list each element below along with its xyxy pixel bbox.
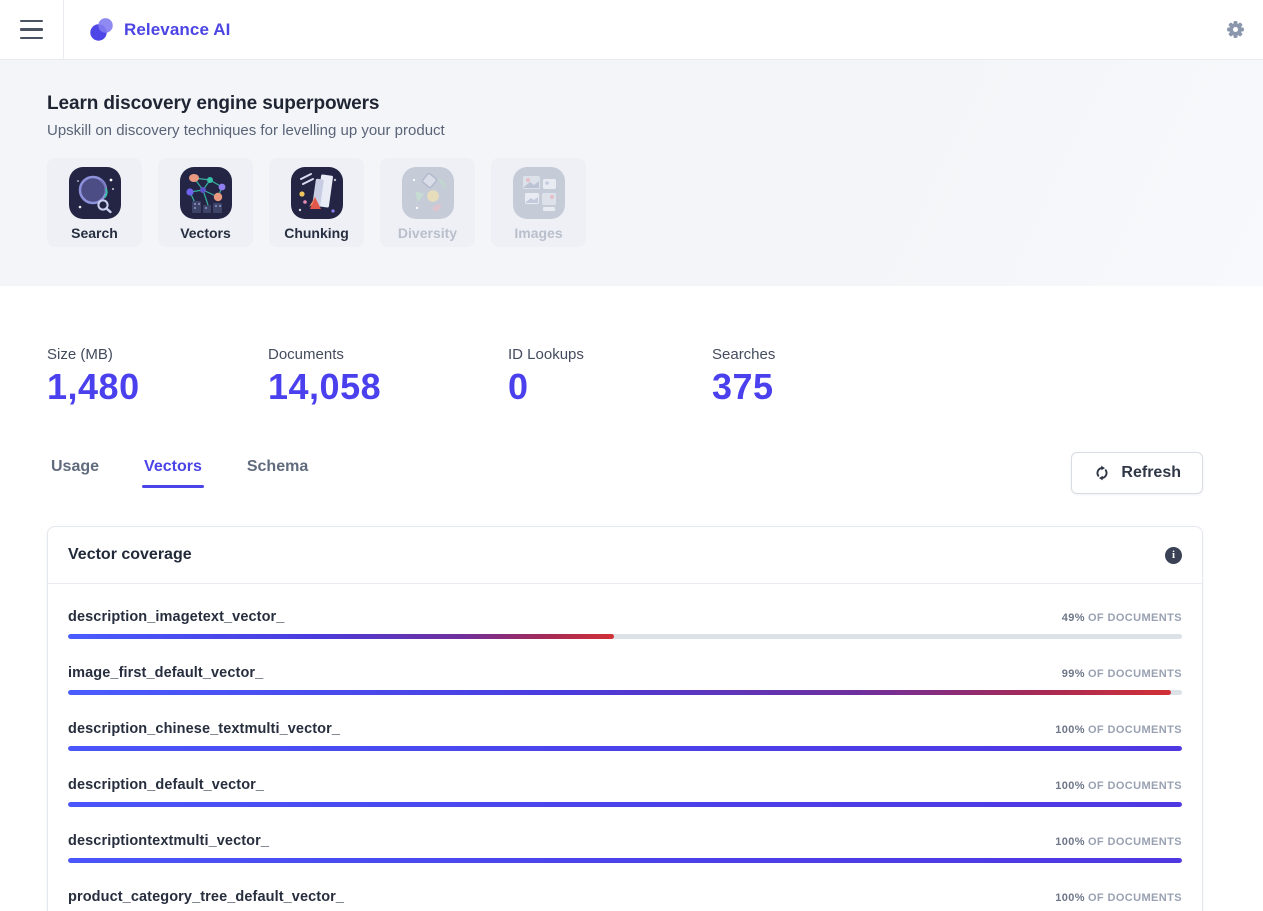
coverage-rows: description_imagetext_vector_ 49% OF DOCU… bbox=[48, 584, 1202, 911]
coverage-bar-track bbox=[68, 690, 1182, 695]
brand-name: Relevance AI bbox=[124, 19, 231, 39]
learn-card-label: Search bbox=[71, 225, 118, 241]
vector-coverage-panel: Vector coverage i description_imagetext_… bbox=[47, 526, 1203, 911]
learn-card-label: Diversity bbox=[397, 225, 458, 241]
vector-name: description_imagetext_vector_ bbox=[68, 609, 285, 625]
panel-header: Vector coverage i bbox=[48, 527, 1202, 584]
vector-coverage-row: image_first_default_vector_ 99% OF DOCUME… bbox=[48, 640, 1202, 696]
vector-name: descriptiontextmulti_vector_ bbox=[68, 833, 270, 849]
coverage-bar-fill bbox=[68, 690, 1171, 695]
stat-searches: Searches 375 bbox=[712, 346, 775, 408]
refresh-button[interactable]: Refresh bbox=[1071, 452, 1203, 494]
stat-value: 14,058 bbox=[268, 366, 382, 407]
nav-divider bbox=[63, 0, 64, 60]
hero-subtitle: Upskill on discovery techniques for leve… bbox=[47, 122, 445, 139]
search-planet-icon bbox=[68, 167, 121, 219]
coverage-percent: 100% OF DOCUMENTS bbox=[1055, 724, 1182, 736]
vector-coverage-row: description_chinese_textmulti_vector_ 10… bbox=[48, 696, 1202, 752]
panel-title: Vector coverage bbox=[68, 546, 192, 563]
vector-name: image_first_default_vector_ bbox=[68, 665, 264, 681]
stat-size: Size (MB) 1,480 bbox=[47, 346, 268, 408]
vector-network-icon bbox=[179, 167, 232, 219]
coverage-percent: 100% OF DOCUMENTS bbox=[1055, 780, 1182, 792]
stat-label: Documents bbox=[268, 346, 344, 363]
learn-section: Learn discovery engine superpowers Upski… bbox=[0, 60, 1263, 286]
learn-cards-row: Search bbox=[47, 158, 1216, 247]
coverage-bar-fill bbox=[68, 634, 614, 639]
tab-usage[interactable]: Usage bbox=[51, 458, 100, 475]
vector-coverage-row: descriptiontextmulti_vector_ 100% OF DOCU… bbox=[48, 808, 1202, 864]
coverage-percent: 99% OF DOCUMENTS bbox=[1061, 668, 1182, 680]
vector-name: product_category_tree_default_vector_ bbox=[68, 889, 345, 905]
coverage-bar-track bbox=[68, 746, 1182, 751]
rocket-books-icon bbox=[290, 167, 343, 219]
learn-card-label: Chunking bbox=[284, 225, 349, 241]
info-icon[interactable]: i bbox=[1165, 546, 1182, 564]
vector-coverage-row: description_imagetext_vector_ 49% OF DOCU… bbox=[48, 584, 1202, 640]
top-navbar: Relevance AI bbox=[0, 0, 1263, 60]
main-content: Size (MB) 1,480 Documents 14,058 ID Look… bbox=[47, 346, 1203, 911]
coverage-bar-track bbox=[68, 634, 1182, 639]
vector-name: description_default_vector_ bbox=[68, 777, 265, 793]
coverage-percent: 49% OF DOCUMENTS bbox=[1061, 612, 1182, 624]
dataset-tabs: Usage Vectors Schema bbox=[47, 458, 349, 488]
stat-label: ID Lookups bbox=[508, 346, 584, 363]
learn-card-search[interactable]: Search bbox=[47, 158, 142, 247]
coverage-bar-fill bbox=[68, 802, 1182, 807]
refresh-icon bbox=[1096, 465, 1108, 481]
settings-gear-button[interactable] bbox=[1226, 20, 1245, 39]
brand-logo[interactable]: Relevance AI bbox=[89, 17, 230, 43]
coverage-percent: 100% OF DOCUMENTS bbox=[1055, 836, 1182, 848]
coverage-bar-track bbox=[68, 858, 1182, 863]
stat-id-lookups: ID Lookups 0 bbox=[508, 346, 712, 408]
stat-value: 375 bbox=[712, 366, 774, 407]
learn-card-diversity[interactable]: Diversity bbox=[380, 158, 475, 247]
coverage-bar-fill bbox=[68, 858, 1182, 863]
stat-label: Searches bbox=[712, 346, 776, 363]
stats-row: Size (MB) 1,480 Documents 14,058 ID Look… bbox=[47, 346, 1203, 408]
tab-vectors[interactable]: Vectors bbox=[142, 458, 204, 488]
hero-title: Learn discovery engine superpowers bbox=[47, 93, 380, 114]
gear-icon bbox=[1227, 21, 1244, 38]
learn-card-vectors[interactable]: Vectors bbox=[158, 158, 253, 247]
coverage-bar-track bbox=[68, 802, 1182, 807]
photo-frames-icon bbox=[512, 167, 565, 219]
menu-hamburger-button[interactable] bbox=[0, 0, 63, 60]
stat-documents: Documents 14,058 bbox=[268, 346, 508, 408]
coverage-bar-fill bbox=[68, 746, 1182, 751]
vector-name: description_chinese_textmulti_vector_ bbox=[68, 721, 341, 737]
vector-coverage-row: description_default_vector_ 100% OF DOCUM… bbox=[48, 752, 1202, 808]
stat-value: 1,480 bbox=[47, 366, 140, 407]
stat-label: Size (MB) bbox=[47, 346, 113, 363]
relevance-logo-icon bbox=[90, 17, 113, 41]
refresh-label: Refresh bbox=[1121, 464, 1181, 481]
vector-coverage-row: product_category_tree_default_vector_ 10… bbox=[48, 864, 1202, 911]
coverage-percent: 100% OF DOCUMENTS bbox=[1055, 892, 1182, 904]
learn-card-label: Vectors bbox=[180, 225, 231, 241]
learn-card-label: Images bbox=[514, 225, 563, 241]
tabs-toolbar: Usage Vectors Schema Refresh bbox=[47, 452, 1203, 494]
tab-schema[interactable]: Schema bbox=[246, 458, 309, 475]
shapes-icon bbox=[401, 167, 454, 219]
stat-value: 0 bbox=[508, 366, 529, 407]
learn-card-images[interactable]: Images bbox=[491, 158, 586, 247]
learn-card-chunking[interactable]: Chunking bbox=[269, 158, 364, 247]
